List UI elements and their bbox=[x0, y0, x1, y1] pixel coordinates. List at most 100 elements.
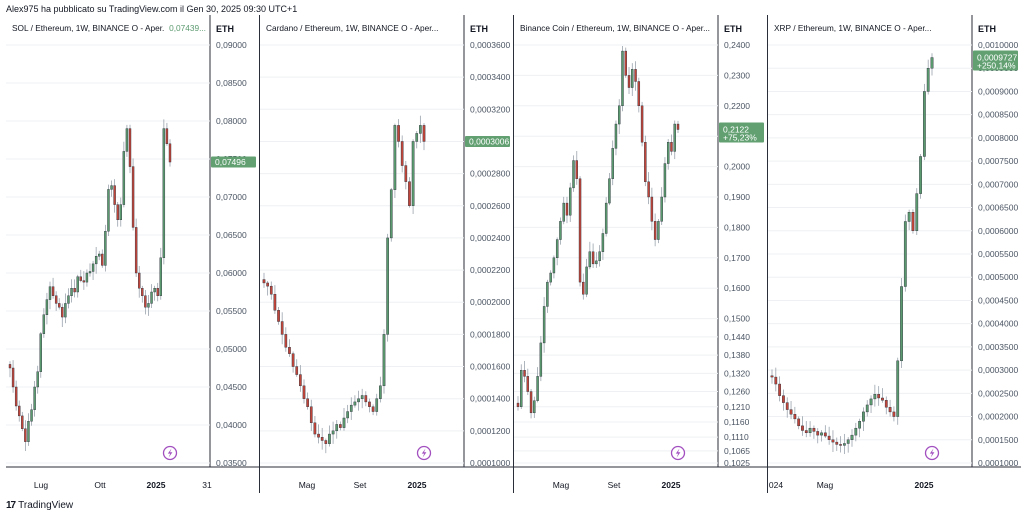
candle bbox=[94, 246, 98, 274]
candle-down bbox=[831, 439, 835, 443]
candle-down bbox=[892, 411, 896, 417]
candle-up bbox=[572, 160, 575, 189]
candle bbox=[892, 406, 896, 422]
y-tick-label: 0,0002000 bbox=[978, 412, 1018, 422]
candle-up bbox=[559, 221, 562, 240]
y-tick-label: 0,2200 bbox=[724, 101, 750, 111]
candle bbox=[582, 273, 585, 300]
candle bbox=[393, 123, 397, 198]
candle bbox=[165, 122, 169, 146]
candle bbox=[397, 119, 400, 148]
candle-up bbox=[663, 163, 667, 198]
candle-down bbox=[774, 376, 778, 385]
candle bbox=[644, 135, 647, 187]
candle bbox=[801, 416, 804, 436]
candle bbox=[116, 201, 119, 227]
candle bbox=[107, 184, 110, 237]
candle bbox=[404, 160, 408, 190]
candle bbox=[302, 379, 306, 404]
y-tick-label: 0,1065 bbox=[724, 446, 750, 456]
unit-label: ETH bbox=[216, 24, 234, 34]
candle bbox=[324, 438, 328, 454]
candle bbox=[138, 265, 141, 298]
candle bbox=[595, 252, 598, 268]
candle bbox=[640, 101, 644, 147]
candle-down bbox=[165, 128, 169, 144]
candle bbox=[419, 115, 422, 143]
candle bbox=[317, 424, 320, 444]
candle-up bbox=[119, 204, 122, 221]
y-tick-label: 0,1800 bbox=[724, 222, 750, 232]
candle-down bbox=[670, 142, 673, 152]
candle bbox=[27, 413, 30, 446]
candle bbox=[349, 397, 353, 420]
candle-up bbox=[549, 272, 552, 283]
candle-down bbox=[8, 364, 12, 369]
candle bbox=[320, 427, 324, 450]
candle-up bbox=[585, 266, 588, 295]
candle-down bbox=[782, 395, 785, 403]
candle bbox=[88, 263, 92, 277]
candle bbox=[858, 418, 861, 438]
candle-up bbox=[569, 187, 572, 216]
y-tick-label: 0,0005000 bbox=[978, 272, 1018, 282]
candle bbox=[342, 407, 346, 431]
x-tick-label: 024 bbox=[769, 480, 783, 490]
candle bbox=[277, 306, 280, 325]
y-tick-label: 0,0001000 bbox=[978, 458, 1018, 468]
price-badge-value: 0,0009727 bbox=[977, 53, 1017, 63]
candle-down bbox=[812, 427, 816, 432]
candle bbox=[797, 416, 801, 430]
candle-up bbox=[33, 386, 36, 410]
candle-up bbox=[353, 401, 357, 406]
candle bbox=[770, 369, 774, 384]
candle-up bbox=[342, 417, 346, 428]
candle-down bbox=[73, 288, 76, 293]
chart-panel-xrp-eth[interactable]: 0,00100000,00095000,00090000,00085000,00… bbox=[768, 15, 1021, 493]
candle-up bbox=[555, 239, 559, 258]
candle-up bbox=[539, 342, 543, 377]
candle-down bbox=[797, 418, 801, 427]
chart-title: XRP / Ethereum, 1W, BINANCE O - Aper... bbox=[774, 23, 932, 33]
candle-down bbox=[578, 178, 582, 283]
candle-up bbox=[922, 91, 926, 157]
y-tick-label: 0,0008500 bbox=[978, 110, 1018, 120]
chart-panel-bnb-eth[interactable]: 0,24000,23000,22000,21000,20000,19000,18… bbox=[514, 15, 767, 493]
candle bbox=[48, 281, 52, 310]
candle-down bbox=[273, 293, 277, 311]
candle bbox=[569, 182, 572, 222]
candle bbox=[881, 388, 884, 403]
chart-panel-ada-eth[interactable]: 0,00036000,00034000,00032000,00030000,00… bbox=[260, 15, 513, 493]
candle-down bbox=[138, 272, 141, 289]
candle bbox=[280, 312, 284, 345]
chart-panel-sol-eth[interactable]: 0,090000,085000,080000,075000,070000,065… bbox=[6, 15, 259, 493]
y-tick-label: 0,03500 bbox=[216, 458, 247, 468]
price-badge-change: +250,14% bbox=[977, 61, 1016, 71]
candle-up bbox=[153, 288, 156, 293]
candle bbox=[328, 425, 331, 447]
candle-down bbox=[839, 444, 842, 446]
candle bbox=[8, 361, 12, 378]
candle bbox=[536, 367, 539, 403]
candle bbox=[884, 396, 888, 415]
flash-icon-bolt bbox=[929, 448, 935, 458]
x-tick-label: 2025 bbox=[915, 480, 934, 490]
candle-up bbox=[854, 427, 858, 436]
chart-svg: 0,00036000,00034000,00032000,00030000,00… bbox=[260, 15, 513, 490]
candle bbox=[555, 237, 559, 266]
candle bbox=[128, 124, 132, 174]
candle-up bbox=[64, 303, 67, 318]
price-badge-change: +75,23% bbox=[723, 133, 757, 143]
candle bbox=[650, 187, 654, 231]
candle-down bbox=[634, 69, 637, 82]
candle bbox=[789, 400, 793, 420]
candle-down bbox=[653, 221, 657, 240]
publish-header: Alex975 ha pubblicato su TradingView.com… bbox=[6, 4, 298, 14]
candle bbox=[24, 420, 27, 452]
candle-up bbox=[159, 257, 162, 297]
tradingview-footer[interactable]: 17 TradingView bbox=[6, 500, 73, 511]
candle-up bbox=[660, 196, 663, 222]
candle-down bbox=[317, 433, 320, 438]
candle bbox=[782, 389, 785, 411]
candle bbox=[141, 285, 144, 303]
